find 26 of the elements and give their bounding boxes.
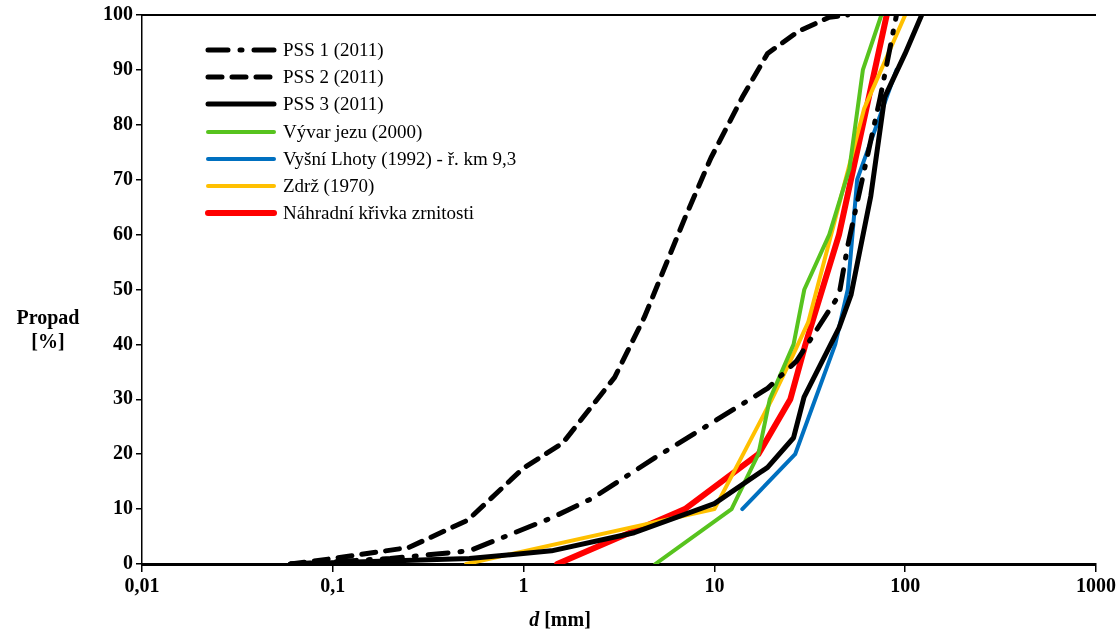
- x-axis-title: d [mm]: [529, 608, 591, 631]
- y-tick-label: 50: [113, 276, 133, 299]
- x-tick-label: 10: [704, 574, 725, 597]
- x-tick-label: 1: [518, 574, 529, 597]
- y-tick-label: 90: [113, 57, 133, 80]
- legend-label: Vývar jezu (2000): [283, 120, 423, 143]
- y-tick-label: 10: [113, 496, 133, 519]
- y-tick-label: 100: [103, 2, 133, 25]
- legend-label: Vyšní Lhoty (1992) - ř. km 9,3: [283, 147, 517, 170]
- legend-label: PSS 3 (2011): [283, 93, 384, 116]
- x-tick-label: 0,1: [320, 574, 346, 597]
- y-tick-label: 80: [113, 111, 133, 134]
- y-tick-label: 60: [113, 221, 133, 244]
- x-tick-label: 0,01: [124, 574, 160, 597]
- legend-label: Náhradní křivka zrnitosti: [283, 202, 475, 225]
- y-tick-label: 70: [113, 166, 133, 189]
- y-axis-title: Propad [%]: [15, 305, 81, 353]
- x-tick-label: 1000: [1076, 574, 1116, 597]
- y-tick-label: 40: [113, 331, 133, 354]
- legend-label: PSS 1 (2011): [283, 38, 384, 61]
- legend-label: Zdrž (1970): [283, 175, 375, 198]
- y-tick-label: 30: [113, 386, 133, 409]
- y-tick-label: 20: [113, 441, 133, 464]
- x-tick-label: 100: [890, 574, 921, 597]
- legend-label: PSS 2 (2011): [283, 65, 384, 88]
- y-tick-label: 0: [123, 551, 133, 574]
